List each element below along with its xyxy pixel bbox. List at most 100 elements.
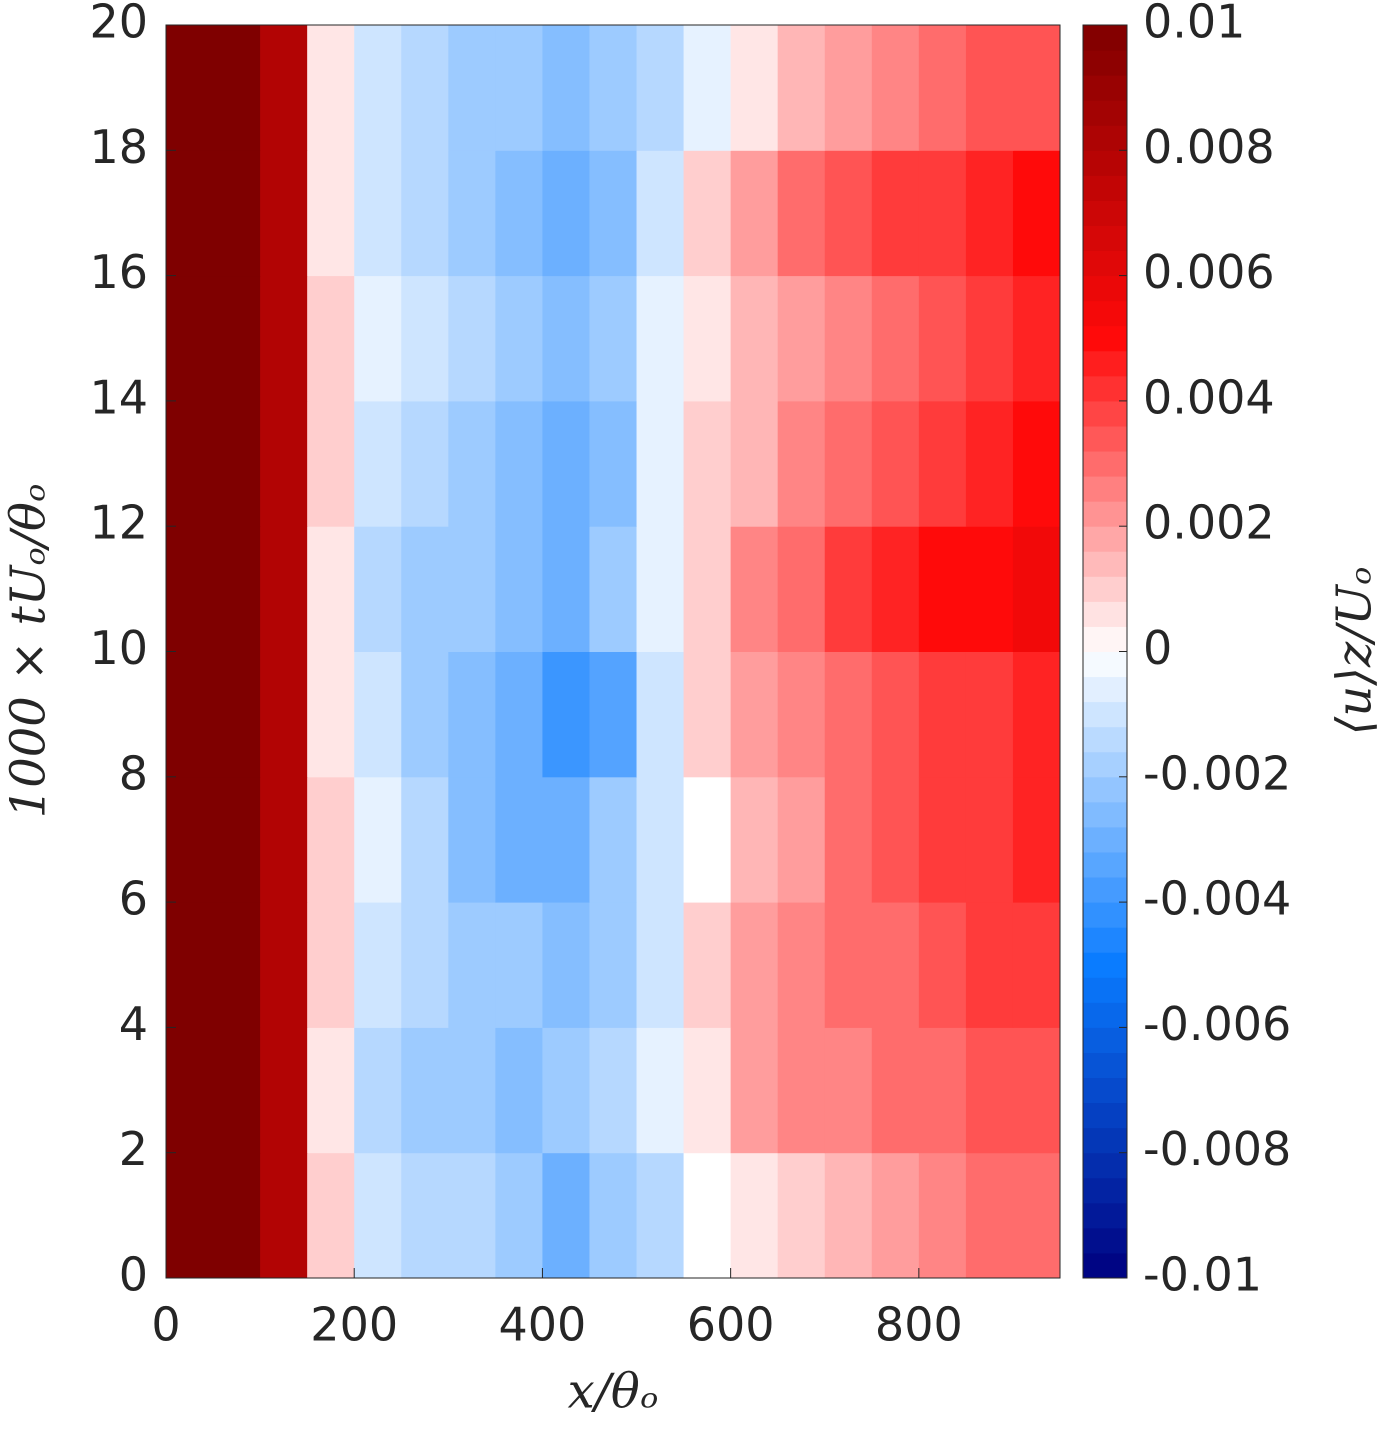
heatmap-cell: [448, 651, 496, 778]
heatmap-cell: [354, 526, 402, 652]
heatmap-cell: [354, 1152, 402, 1279]
heatmap-cell: [824, 1027, 873, 1154]
colorbar-step: [1083, 801, 1127, 828]
heatmap-cell: [307, 25, 355, 151]
heatmap-cell: [871, 25, 920, 151]
heatmap-cell: [401, 776, 449, 903]
heatmap-cell: [965, 526, 1014, 652]
y-axis-label: 1000 × tUₒ/θₒ: [1, 484, 57, 819]
heatmap-cell: [683, 1152, 732, 1279]
y-tick-label: 10: [89, 621, 148, 675]
heatmap-cell: [589, 651, 638, 778]
heatmap-cell: [589, 526, 638, 652]
heatmap-cell: [589, 25, 638, 151]
heatmap-cell: [918, 400, 967, 527]
colorbar-step: [1083, 1152, 1127, 1179]
colorbar-tick-label: -0.008: [1143, 1122, 1291, 1176]
heatmap-cell: [730, 776, 779, 903]
colorbar-step: [1083, 601, 1127, 627]
heatmap-cell: [542, 400, 590, 527]
heatmap-cell: [401, 150, 449, 277]
heatmap-cell: [636, 25, 685, 151]
heatmap-cell: [824, 25, 873, 151]
colorbar-step: [1083, 350, 1127, 377]
heatmap-cell: [730, 1027, 779, 1154]
heatmap-cell: [871, 1027, 920, 1154]
heatmap-cell: [777, 526, 826, 652]
heatmap-cell: [871, 275, 920, 402]
heatmap-cell: [495, 25, 543, 151]
y-tick-label: 0: [119, 1248, 148, 1302]
heatmap-cell: [824, 400, 873, 527]
heatmap-cell: [824, 902, 873, 1028]
colorbar-step: [1083, 250, 1127, 277]
heatmap-cell: [401, 400, 449, 527]
heatmap-cell: [871, 776, 920, 903]
heatmap-cell: [495, 150, 543, 277]
heatmap-cell: [213, 776, 261, 903]
heatmap-cell: [495, 275, 543, 402]
heatmap-cell: [1012, 400, 1061, 527]
heatmap-cell: [589, 275, 638, 402]
heatmap-cell: [918, 526, 967, 652]
colorbar-step: [1083, 275, 1127, 302]
heatmap-cell: [260, 275, 308, 402]
heatmap-cell: [965, 1027, 1014, 1154]
x-tick-label: 0: [151, 1298, 180, 1352]
colorbar-tick-label: -0.004: [1143, 872, 1291, 926]
heatmap-cell: [542, 1152, 590, 1279]
colorbar-step: [1083, 501, 1127, 527]
heatmap-cell: [307, 150, 355, 277]
colorbar-step: [1083, 1077, 1127, 1104]
heatmap-cell: [213, 400, 261, 527]
heatmap-cell: [213, 25, 261, 151]
heatmap-cell: [918, 902, 967, 1028]
heatmap-cell: [965, 1152, 1014, 1279]
heatmap-cell: [401, 651, 449, 778]
heatmap-cell: [260, 776, 308, 903]
heatmap-cell: [730, 150, 779, 277]
heatmap-cell: [965, 25, 1014, 151]
heatmap-cell: [589, 150, 638, 277]
heatmap-cell: [307, 275, 355, 402]
heatmap-cell: [824, 150, 873, 277]
heatmap-cell: [307, 526, 355, 652]
heatmap-cell: [495, 400, 543, 527]
heatmap-cell: [542, 150, 590, 277]
colorbar-step: [1083, 927, 1127, 953]
colorbar-step: [1083, 1177, 1127, 1204]
heatmap-cell: [777, 275, 826, 402]
heatmap-cell: [918, 776, 967, 903]
colorbar-tick-label: 0.01: [1143, 0, 1245, 49]
x-tick-label: 600: [687, 1298, 775, 1352]
heatmap-cell: [1012, 150, 1061, 277]
colorbar-step: [1083, 200, 1127, 226]
colorbar-step: [1083, 150, 1127, 176]
heatmap-cell: [965, 400, 1014, 527]
heatmap-cell: [354, 651, 402, 778]
colorbar-tick-label: 0.006: [1143, 245, 1275, 299]
heatmap-cell: [166, 776, 214, 903]
heatmap-cell: [871, 902, 920, 1028]
colorbar-step: [1083, 25, 1127, 51]
heatmap-cell: [166, 400, 214, 527]
colorbar-tick-label: 0.008: [1143, 120, 1275, 174]
x-axis-label: x/θₒ: [568, 1364, 659, 1420]
heatmap-cell: [683, 651, 732, 778]
heatmap-cell: [354, 150, 402, 277]
heatmap-cell: [307, 1027, 355, 1154]
heatmap-cell: [354, 776, 402, 903]
heatmap-cell: [730, 651, 779, 778]
colorbar-step: [1083, 400, 1127, 427]
heatmap-cell: [965, 776, 1014, 903]
heatmap-cell: [495, 902, 543, 1028]
heatmap-cell: [730, 902, 779, 1028]
heatmap-cell: [683, 275, 732, 402]
colorbar-step: [1083, 425, 1127, 452]
heatmap-cell: [824, 651, 873, 778]
heatmap-cell: [495, 526, 543, 652]
heatmap-cell: [260, 1027, 308, 1154]
heatmap-cell: [683, 400, 732, 527]
heatmap-cell: [871, 400, 920, 527]
heatmap-cell: [260, 400, 308, 527]
